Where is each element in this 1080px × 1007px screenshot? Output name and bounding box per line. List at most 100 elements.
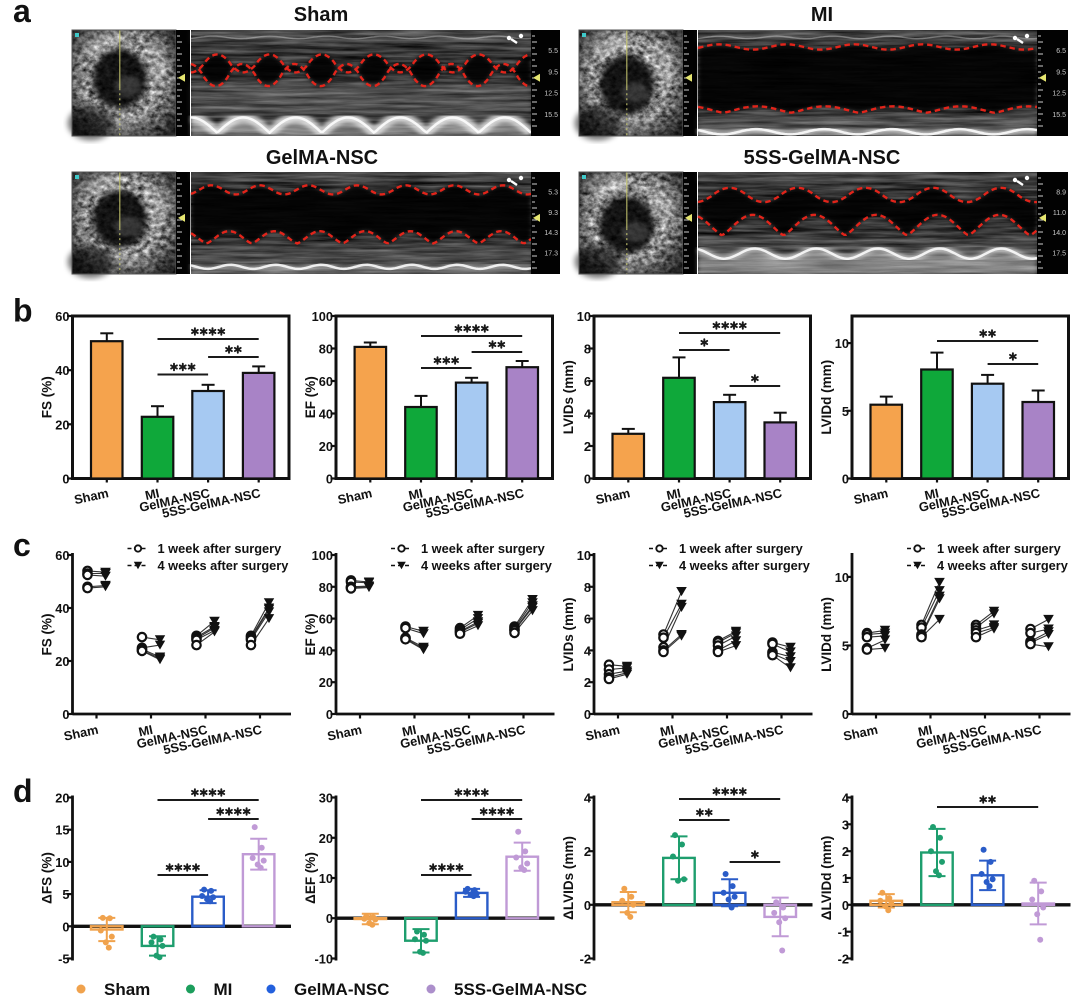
svg-text:MI: MI [811,4,833,26]
svg-text:4: 4 [842,791,850,806]
svg-text:80: 80 [319,342,333,357]
svg-text:5: 5 [62,887,69,902]
svg-text:40: 40 [319,643,333,658]
svg-text:-10: -10 [315,952,334,967]
svg-text:d: d [13,773,33,809]
svg-text:Sham: Sham [62,722,99,744]
svg-text:Sham: Sham [594,485,631,507]
svg-text:15: 15 [55,823,69,838]
svg-text:60: 60 [319,612,333,627]
svg-text:17.3: 17.3 [544,251,558,258]
svg-text:a: a [13,0,31,29]
svg-text:100: 100 [312,309,333,324]
svg-text:60: 60 [319,374,333,389]
svg-text:4: 4 [584,643,592,658]
svg-text:5.3: 5.3 [548,189,558,196]
svg-text:5: 5 [842,639,849,654]
svg-text:0: 0 [62,707,69,722]
svg-text:4: 4 [584,791,592,806]
svg-text:c: c [13,527,31,563]
svg-text:MI: MI [665,485,682,503]
svg-text:3: 3 [842,817,849,832]
svg-text:0: 0 [326,911,333,926]
svg-text:EF (%): EF (%) [303,376,318,418]
svg-text:5SS-GelMA-NSC: 5SS-GelMA-NSC [744,147,901,169]
svg-text:MI: MI [214,980,233,999]
svg-text:ΔLVIDs (mm): ΔLVIDs (mm) [561,836,576,920]
svg-text:1: 1 [842,871,849,886]
svg-text:20: 20 [55,791,69,806]
svg-text:8.9: 8.9 [1056,189,1066,196]
svg-text:0: 0 [62,919,69,934]
svg-text:MI: MI [407,485,424,503]
svg-text:20: 20 [55,417,69,432]
svg-text:9.5: 9.5 [1056,69,1066,76]
svg-text:1 week after surgery: 1 week after surgery [679,541,804,556]
svg-text:Sham: Sham [852,485,889,507]
svg-text:17.5: 17.5 [1052,251,1066,258]
svg-text:LVIDd (mm): LVIDd (mm) [819,597,834,672]
svg-text:6: 6 [584,374,591,389]
svg-text:Sham: Sham [104,980,150,999]
svg-text:Sham: Sham [73,485,110,507]
svg-text:6: 6 [584,612,591,627]
svg-text:9.3: 9.3 [548,210,558,217]
svg-text:4: 4 [584,407,592,422]
svg-text:1 week after surgery: 1 week after surgery [937,541,1062,556]
svg-text:1 week after surgery: 1 week after surgery [158,541,283,556]
svg-text:0: 0 [326,707,333,722]
svg-text:FS (%): FS (%) [40,614,55,656]
svg-text:15.5: 15.5 [544,112,558,119]
svg-text:2: 2 [584,439,591,454]
svg-text:1 week after surgery: 1 week after surgery [421,541,546,556]
svg-text:20: 20 [55,654,69,669]
svg-text:20: 20 [319,675,333,690]
svg-text:60: 60 [55,548,69,563]
svg-text:0: 0 [326,472,333,487]
svg-text:20: 20 [319,831,333,846]
svg-text:0: 0 [584,707,591,722]
svg-text:-2: -2 [838,952,849,967]
svg-text:10: 10 [55,855,69,870]
svg-text:GelMA-NSC: GelMA-NSC [266,147,378,169]
svg-text:6.5: 6.5 [1056,48,1066,55]
svg-text:ΔFS (%): ΔFS (%) [40,852,55,904]
svg-text:30: 30 [319,791,333,806]
svg-text:-1: -1 [838,925,849,940]
svg-text:Sham: Sham [336,485,373,507]
svg-text:GelMA-NSC: GelMA-NSC [294,980,389,999]
svg-text:12.5: 12.5 [1052,91,1066,98]
svg-text:ΔLVIDd (mm): ΔLVIDd (mm) [819,836,834,920]
svg-text:0: 0 [842,472,849,487]
svg-text:10: 10 [835,570,849,585]
svg-text:10: 10 [577,309,591,324]
svg-text:4 weeks after surgery: 4 weeks after surgery [937,558,1069,573]
svg-text:MI: MI [917,722,934,740]
svg-text:0: 0 [62,472,69,487]
svg-text:EF (%): EF (%) [303,614,318,656]
svg-text:15.5: 15.5 [1052,112,1066,119]
svg-text:8: 8 [584,342,591,357]
svg-text:100: 100 [312,548,333,563]
svg-text:MI: MI [401,722,418,740]
svg-text:Sham: Sham [584,722,621,744]
svg-text:2: 2 [842,844,849,859]
svg-text:0: 0 [584,472,591,487]
svg-text:40: 40 [319,407,333,422]
svg-text:4 weeks after surgery: 4 weeks after surgery [679,558,811,573]
svg-text:LVIDd (mm): LVIDd (mm) [819,360,834,435]
svg-text:5SS-GelMA-NSC: 5SS-GelMA-NSC [454,980,587,999]
svg-text:9.5: 9.5 [548,69,558,76]
svg-text:2: 2 [584,675,591,690]
svg-text:10: 10 [319,871,333,886]
svg-text:ΔEF (%): ΔEF (%) [303,852,318,904]
svg-text:80: 80 [319,580,333,595]
svg-text:40: 40 [55,601,69,616]
svg-text:14.0: 14.0 [1052,230,1066,237]
svg-text:Sham: Sham [294,4,348,26]
svg-text:LVIDs (mm): LVIDs (mm) [561,597,576,671]
svg-text:MI: MI [144,485,161,503]
svg-text:Sham: Sham [842,722,879,744]
svg-text:5: 5 [842,404,849,419]
svg-text:b: b [13,293,33,329]
